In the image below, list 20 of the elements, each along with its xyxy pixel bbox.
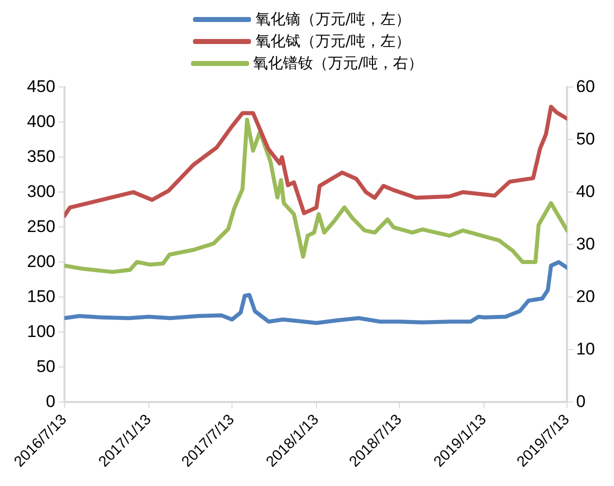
y-tick-label: 150 <box>26 286 56 306</box>
y-tick-label: 400 <box>26 112 56 131</box>
y2-tick-label: 0 <box>576 392 586 411</box>
y-tick-label: 350 <box>26 146 56 166</box>
legend-label: 氧化镝（万元/吨，左） <box>255 9 411 30</box>
y2-tick-label: 60 <box>576 76 596 96</box>
y2-tick-label: 10 <box>576 339 596 358</box>
legend-label: 氧化铽（万元/吨，左） <box>255 31 411 52</box>
y2-tick-label: 30 <box>576 234 596 254</box>
y2-tick-label: 20 <box>576 286 596 306</box>
y-tick-label: 50 <box>36 356 56 376</box>
y-tick-label: 200 <box>26 252 56 271</box>
y-tick-label: 100 <box>26 322 56 341</box>
y-tick-label: 0 <box>46 392 56 411</box>
y2-tick-label: 40 <box>576 182 596 201</box>
legend-label: 氧化镨钕（万元/吨，右） <box>252 53 424 74</box>
y-tick-label: 300 <box>26 182 56 201</box>
y-tick-label: 250 <box>26 216 56 236</box>
y2-tick-label: 50 <box>576 129 596 148</box>
y-tick-label: 450 <box>26 76 56 96</box>
